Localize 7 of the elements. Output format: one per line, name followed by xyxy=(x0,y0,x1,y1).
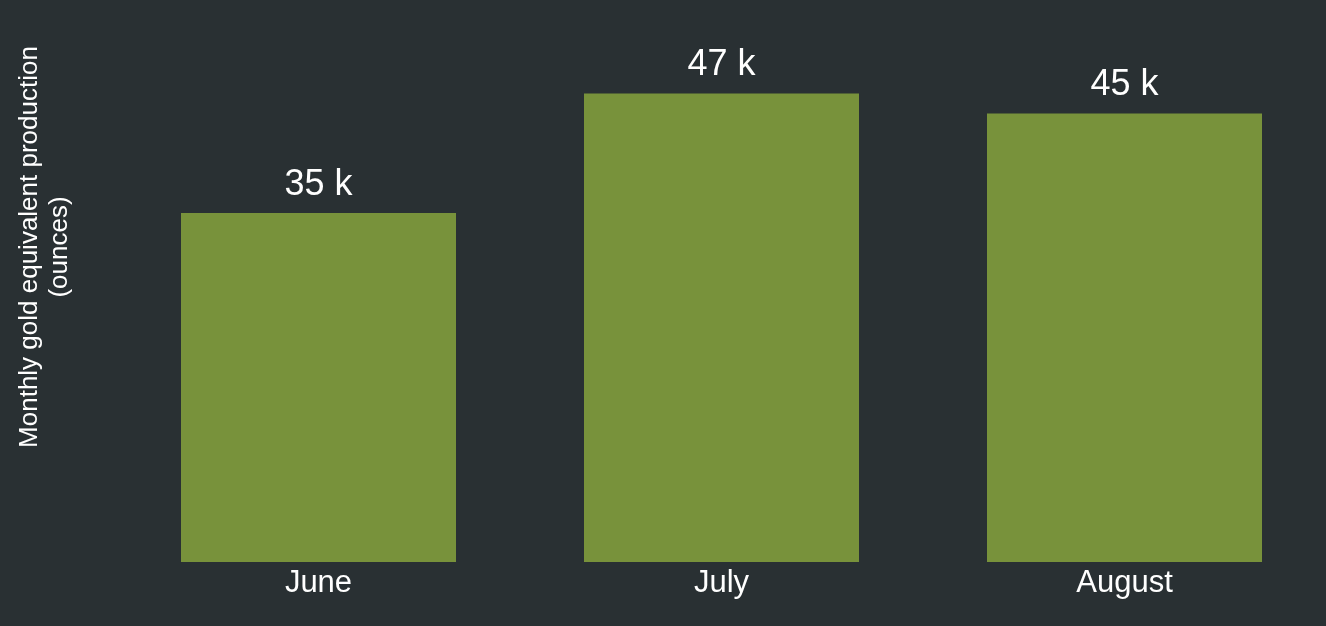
x-tick-label: June xyxy=(284,564,353,600)
data-label: 45 k xyxy=(1090,62,1160,104)
x-tick-label: July xyxy=(693,564,750,600)
data-label: 47 k xyxy=(687,42,757,84)
y-axis-title: Monthly gold equivalent production (ounces) xyxy=(12,45,74,450)
x-tick-label: August xyxy=(1076,564,1174,600)
data-label: 35 k xyxy=(284,162,354,204)
